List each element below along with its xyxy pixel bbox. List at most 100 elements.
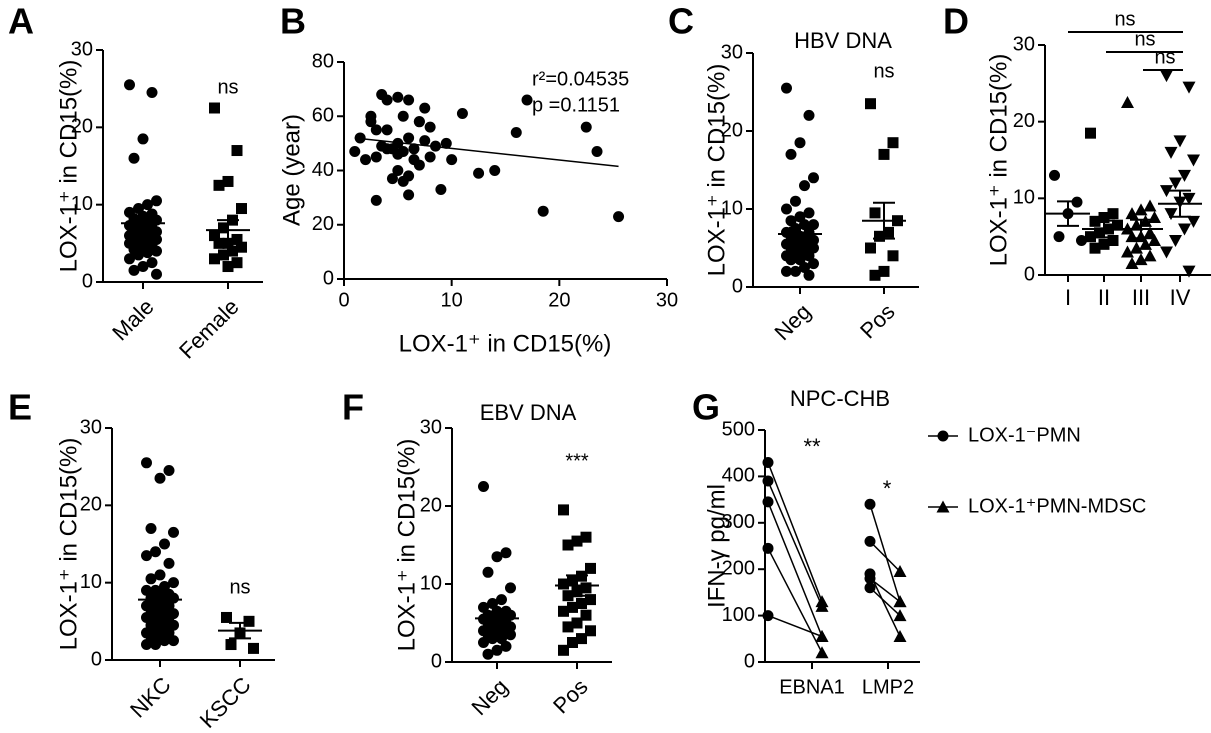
point: [128, 152, 140, 164]
point: [440, 137, 452, 149]
x-tick-label: Neg: [769, 299, 815, 345]
point: [413, 159, 425, 171]
point: [150, 546, 161, 558]
point: [864, 498, 876, 510]
x-axis-label: LOX-1⁺ in CD15(%): [399, 330, 612, 357]
point: [163, 557, 175, 569]
point: [1130, 241, 1143, 254]
point: [413, 116, 425, 128]
point: [124, 79, 135, 91]
point: [408, 143, 420, 155]
panel-letter: B: [280, 1, 306, 42]
point: [893, 565, 907, 578]
x-tick-label: EBNA1: [779, 676, 845, 698]
point: [781, 203, 792, 215]
legend-marker: [937, 430, 949, 442]
point: [1125, 207, 1139, 220]
point: [403, 132, 415, 144]
y-axis-label: LOX-1⁺ in CD15(%): [703, 64, 730, 277]
y-tick-label: 200: [722, 557, 755, 579]
point: [887, 250, 899, 262]
point: [790, 195, 801, 207]
x-tick-label: II: [1098, 285, 1110, 310]
point: [567, 574, 578, 586]
pair-line: [869, 540, 901, 573]
point: [580, 531, 592, 543]
point: [221, 611, 232, 623]
y-tick-label: 0: [91, 648, 102, 670]
point: [1169, 177, 1182, 190]
y-axis-label: Age (year): [278, 114, 305, 226]
x-tick-label: KSCC: [195, 672, 256, 733]
point: [1107, 235, 1119, 246]
annotation: ns: [1154, 46, 1175, 68]
point: [500, 640, 512, 652]
point: [392, 165, 404, 176]
point: [815, 629, 829, 642]
point: [1049, 169, 1060, 181]
x-tick-label: 20: [548, 289, 570, 311]
point: [151, 245, 162, 257]
x-tick-label: NKC: [125, 672, 176, 723]
y-axis-label: LOX-1⁺ in CD15(%): [55, 60, 82, 273]
point: [505, 582, 516, 594]
x-tick-label: Female: [174, 294, 244, 364]
point: [1143, 199, 1157, 212]
pair-line: [767, 547, 823, 654]
point: [424, 151, 436, 163]
point: [227, 245, 238, 257]
annotation: r²=0.04535: [532, 68, 629, 90]
point: [803, 109, 815, 121]
point: [349, 146, 361, 158]
y-tick-label: 500: [722, 418, 755, 440]
point: [218, 222, 229, 234]
point: [1089, 242, 1101, 254]
point: [159, 538, 170, 550]
point: [1125, 257, 1139, 269]
point: [558, 578, 569, 590]
point: [231, 145, 243, 157]
point: [500, 547, 512, 559]
y-tick-label: 0: [744, 650, 755, 672]
point: [803, 207, 815, 219]
point: [893, 609, 907, 622]
point: [562, 539, 574, 551]
point: [133, 249, 144, 261]
point: [141, 550, 152, 562]
y-tick-label: 30: [721, 41, 743, 63]
point: [1160, 246, 1173, 259]
y-tick-label: 20: [420, 494, 442, 516]
point: [883, 226, 894, 238]
point: [762, 475, 774, 487]
pair-line: [869, 577, 901, 603]
point: [1173, 135, 1187, 148]
point: [370, 124, 382, 136]
x-tick-label: I: [1065, 285, 1071, 310]
point: [762, 456, 774, 468]
annotation: ns: [217, 76, 238, 98]
point: [1098, 238, 1110, 250]
point: [1121, 245, 1134, 258]
point: [1098, 212, 1110, 223]
point: [168, 577, 179, 589]
point: [1094, 227, 1105, 239]
panel-letter: F: [342, 387, 364, 428]
y-tick-label: 300: [722, 511, 755, 533]
point: [163, 465, 175, 477]
annotation: ns: [229, 576, 250, 598]
point: [231, 257, 243, 269]
point: [151, 195, 162, 207]
annotation: ns: [873, 60, 894, 82]
y-tick-label: 20: [71, 116, 93, 138]
point: [236, 203, 247, 215]
point: [222, 237, 234, 249]
pair-line: [869, 587, 901, 617]
point: [491, 551, 503, 563]
point: [808, 172, 819, 184]
pair-line: [767, 614, 823, 638]
point: [585, 594, 596, 606]
y-tick-label: 10: [1013, 187, 1035, 209]
annotation: p =0.1151: [532, 94, 620, 116]
point: [243, 615, 255, 627]
point: [1182, 192, 1196, 205]
